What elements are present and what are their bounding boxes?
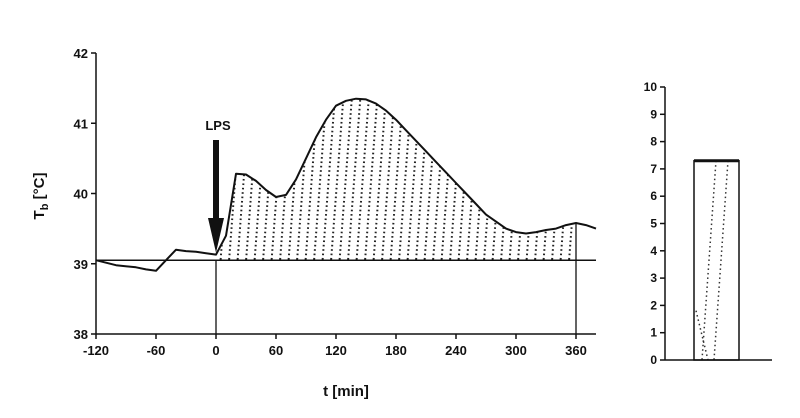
hatch-line [282,98,306,261]
hatch-line [409,98,434,261]
x-tick-label: 300 [505,343,527,358]
y-tick-label: 38 [74,327,88,342]
x-tick-label: 60 [269,343,283,358]
bar [693,159,740,361]
hatch-line [324,98,349,261]
hatch-line [528,98,553,261]
main-ticks [91,52,577,339]
x-tick-label: -120 [83,343,109,358]
hatch-line [333,98,357,261]
hatch-line [239,98,264,261]
x-tick-label: 0 [212,343,219,358]
bar-y-tick-label: 8 [650,135,657,149]
hatch-line [248,98,272,261]
bar-y-tick-label: 3 [650,271,657,285]
hatch-line [537,98,561,261]
hatch-line [367,98,391,261]
bar-hatch-line [713,160,729,360]
lps-arrow-head [208,218,224,253]
bar-tick-labels: 0 1 2 3 4 5 6 7 8 9 10 [644,80,658,367]
bar-y-tick-label: 1 [650,326,657,340]
hatch-line [290,98,315,261]
hatch-line [571,98,576,261]
bar-y-tick-label: 0 [650,353,657,367]
inset-bar-chart: 0 1 2 3 4 5 6 7 8 9 10 [644,80,772,367]
y-tick-label: 39 [74,257,88,272]
hatch-line [418,98,442,261]
y-axis-title: Tb [°C] [31,173,51,220]
hatch-line [562,98,576,261]
bar-y-tick-label: 2 [650,298,657,312]
x-tick-label: 120 [325,343,347,358]
temperature-chart: 38 39 40 41 42 -120 -60 0 60 120 180 240 300 360 Tb [… [31,43,603,400]
bar-ticks [660,86,665,361]
hatch-line [545,98,570,261]
hatch-line [307,98,332,261]
bar-hatch-line [701,160,717,360]
hatch-line [469,98,493,261]
fever-area-hatch [216,43,603,334]
y-tick-label: 40 [74,187,88,202]
hatch-line [350,98,374,261]
hatch-line [316,98,340,261]
tick-labels: 38 39 40 41 42 -120 -60 0 60 120 180 240 300 360 [74,46,587,358]
hatch-line [401,98,425,261]
bar-y-tick-label: 6 [650,189,657,203]
lps-label: LPS [205,118,231,133]
hatch-line [384,98,408,261]
hatch-line [299,98,323,261]
hatch-line [477,98,502,261]
hatch-line [511,98,536,261]
y-tick-label: 42 [74,46,88,61]
hatch-line [520,98,544,261]
x-tick-label: 360 [565,343,587,358]
hatch-line [358,98,383,261]
hatch-line [443,98,468,261]
hatch-line [426,98,451,261]
bar-y-tick-label: 9 [650,107,657,121]
hatch-line [503,98,527,261]
hatch-line [494,98,519,261]
hatch-line [375,98,400,261]
hatch-line [554,98,576,261]
x-tick-label: 240 [445,343,467,358]
y-tick-label: 41 [74,116,88,131]
hatch-line [460,98,485,261]
hatch-line [231,98,255,261]
hatch-line [341,98,366,261]
hatch-line [486,98,510,261]
temperature-series-line [95,97,597,272]
bar-y-tick-label: 7 [650,162,657,176]
x-axis-title: t [min] [323,383,369,400]
hatch-line [265,98,289,261]
hatch-line [435,98,459,261]
lps-annotation: LPS [205,118,231,253]
bar-y-tick-label: 5 [650,217,657,231]
hatch-line [581,43,603,334]
bar-hatch [695,160,729,360]
x-tick-label: 180 [385,343,407,358]
bar-y-tick-label: 10 [644,80,658,94]
hatch-line [392,98,417,261]
x-tick-label: -60 [147,343,166,358]
bar-y-tick-label: 4 [650,244,657,258]
